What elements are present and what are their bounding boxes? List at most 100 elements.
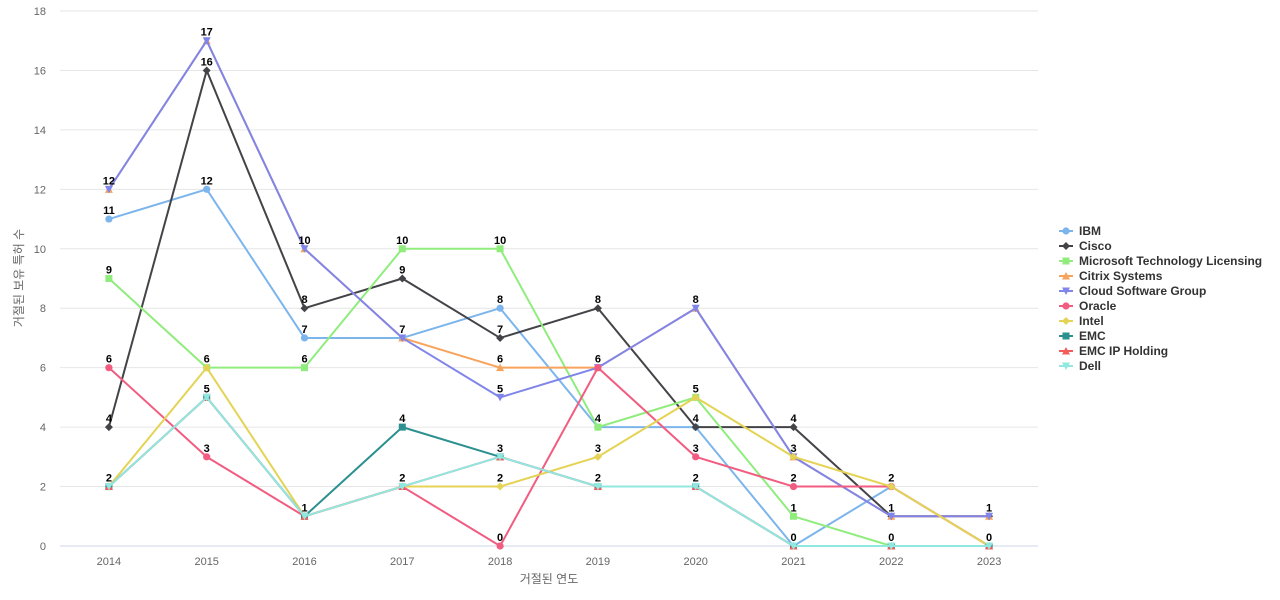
y-tick-label: 14 — [34, 125, 46, 137]
x-tick-label: 2014 — [97, 556, 121, 568]
data-label: 1 — [888, 502, 894, 514]
legend-label: Cisco — [1079, 239, 1112, 253]
data-point — [104, 483, 113, 491]
legend-label: EMC — [1079, 329, 1106, 343]
data-point — [300, 334, 309, 342]
data-point — [202, 363, 211, 372]
y-tick-label: 18 — [34, 6, 46, 18]
data-label: 7 — [399, 324, 405, 336]
data-point — [104, 423, 113, 432]
data-point — [203, 453, 211, 461]
legend-label: Dell — [1079, 359, 1101, 373]
legend-marker — [1062, 362, 1070, 370]
data-label: 0 — [497, 532, 503, 544]
data-point — [202, 37, 211, 45]
legend-item-emc-ip-holding[interactable]: EMC IP Holding — [1059, 344, 1168, 358]
data-point — [496, 304, 504, 312]
series-line — [107, 247, 991, 547]
legend-item-microsoft-technology-licensing[interactable]: Microsoft Technology Licensing — [1059, 254, 1262, 268]
data-point — [887, 542, 896, 550]
series-line — [107, 396, 991, 547]
data-label: 0 — [888, 532, 894, 544]
data-label: 5 — [693, 383, 699, 395]
data-label: 4 — [693, 413, 700, 425]
legend-label: Cloud Software Group — [1079, 284, 1206, 298]
x-tick-label: 2022 — [879, 556, 903, 568]
data-label: 8 — [301, 294, 307, 306]
data-label: 1 — [986, 502, 992, 514]
y-tick-label: 0 — [40, 541, 46, 553]
legend-marker — [1062, 257, 1070, 265]
legend-marker — [1062, 227, 1070, 235]
data-point — [301, 364, 308, 372]
data-label: 5 — [497, 383, 503, 395]
legend-item-cisco[interactable]: Cisco — [1059, 239, 1112, 253]
y-axis: 0 2 4 6 8 10 12 14 16 18 — [34, 6, 46, 553]
legend-marker — [1062, 302, 1070, 310]
data-label: 0 — [790, 532, 796, 544]
y-tick-label: 6 — [40, 363, 46, 375]
series-cisco — [104, 66, 994, 521]
data-point — [887, 482, 896, 491]
legend-item-citrix-systems[interactable]: Citrix Systems — [1059, 269, 1163, 283]
data-point — [398, 274, 407, 283]
data-label: 16 — [201, 56, 213, 68]
data-label: 3 — [693, 443, 699, 455]
x-tick-label: 2018 — [488, 556, 512, 568]
series-dell — [104, 393, 994, 550]
data-label: 11 — [103, 205, 115, 217]
data-label: 9 — [399, 265, 405, 277]
legend-item-dell[interactable]: Dell — [1059, 359, 1101, 373]
data-label: 3 — [497, 443, 503, 455]
y-tick-label: 12 — [34, 184, 46, 196]
data-point — [789, 452, 798, 461]
data-point — [398, 245, 406, 253]
data-label: 8 — [693, 294, 699, 306]
legend-label: Intel — [1079, 314, 1104, 328]
legend-label: Microsoft Technology Licensing — [1079, 254, 1262, 268]
data-label: 10 — [396, 235, 408, 247]
x-tick-label: 2020 — [683, 556, 707, 568]
legend-item-emc[interactable]: EMC — [1059, 329, 1106, 343]
data-point — [691, 483, 700, 491]
data-point — [300, 512, 309, 521]
data-point — [691, 304, 700, 313]
data-point — [105, 364, 113, 372]
data-point — [691, 393, 700, 402]
legend-item-cloud-software-group[interactable]: Cloud Software Group — [1059, 284, 1206, 298]
data-point — [398, 483, 407, 491]
data-label: 8 — [595, 294, 601, 306]
data-label: 3 — [790, 443, 796, 455]
x-tick-label: 2021 — [781, 556, 805, 568]
data-point — [789, 482, 798, 491]
y-tick-label: 16 — [34, 65, 46, 77]
x-tick-label: 2019 — [586, 556, 610, 568]
data-point — [789, 423, 798, 432]
data-point — [496, 393, 505, 402]
data-label: 4 — [399, 413, 406, 425]
data-label: 9 — [106, 265, 112, 277]
data-point — [593, 304, 602, 313]
y-tick-label: 8 — [40, 303, 46, 315]
data-point — [496, 333, 505, 342]
legend-item-ibm[interactable]: IBM — [1059, 224, 1101, 238]
data-point — [203, 185, 211, 193]
legend-item-oracle[interactable]: Oracle — [1059, 299, 1117, 313]
data-label: 3 — [204, 443, 210, 455]
data-point — [887, 512, 896, 521]
data-label: 10 — [298, 235, 310, 247]
legend-item-intel[interactable]: Intel — [1059, 314, 1104, 328]
legend-marker — [1062, 347, 1070, 355]
data-label: 2 — [595, 473, 601, 485]
data-point — [104, 185, 113, 194]
data-label: 6 — [497, 354, 503, 366]
data-point — [105, 275, 113, 282]
data-point — [300, 245, 309, 253]
x-tick-label: 2015 — [194, 556, 218, 568]
series-cloud-software-group — [104, 37, 994, 521]
series-lines — [104, 36, 994, 550]
data-label: 4 — [790, 413, 797, 425]
data-label: 3 — [595, 443, 601, 455]
data-label: 2 — [399, 473, 405, 485]
